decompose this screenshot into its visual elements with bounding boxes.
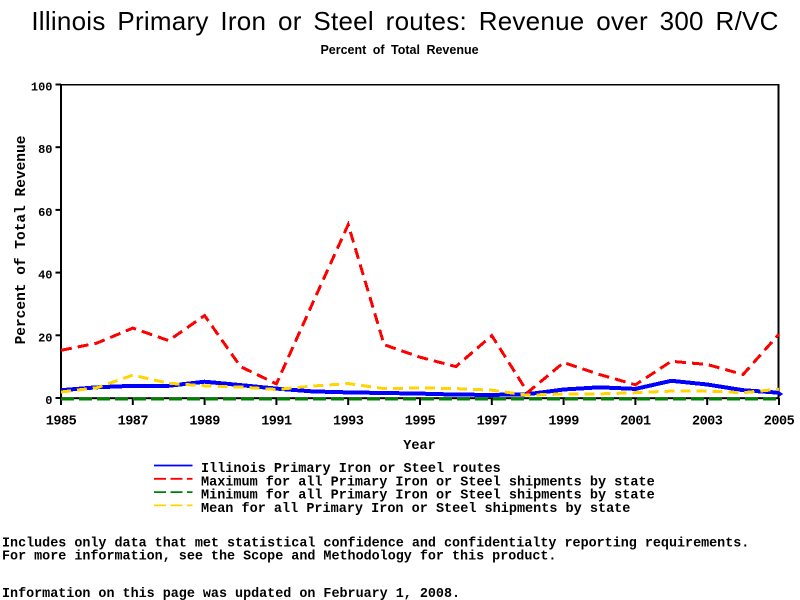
svg-text:Illinois Primary Iron or Steel: Illinois Primary Iron or Steel routes: R… bbox=[31, 6, 778, 36]
svg-text:80: 80 bbox=[38, 143, 52, 157]
svg-text:Illinois Primary Iron or Steel: Illinois Primary Iron or Steel routes bbox=[201, 462, 501, 477]
svg-text:2005: 2005 bbox=[764, 415, 795, 430]
svg-text:Mean for all Primary Iron or S: Mean for all Primary Iron or Steel shipm… bbox=[201, 502, 630, 517]
svg-text:1991: 1991 bbox=[261, 415, 292, 430]
svg-text:60: 60 bbox=[38, 206, 52, 220]
svg-text:Percent of Total Revenue: Percent of Total Revenue bbox=[320, 43, 478, 57]
svg-text:20: 20 bbox=[38, 331, 52, 345]
svg-text:0: 0 bbox=[45, 394, 52, 408]
svg-text:1987: 1987 bbox=[118, 415, 149, 430]
svg-text:Maximum for all Primary Iron o: Maximum for all Primary Iron or Steel sh… bbox=[201, 475, 655, 490]
svg-text:100: 100 bbox=[31, 81, 53, 95]
svg-text:2001: 2001 bbox=[620, 415, 651, 430]
svg-text:For more information, see the: For more information, see the Scope and … bbox=[2, 550, 556, 565]
svg-text:1997: 1997 bbox=[477, 415, 508, 430]
svg-text:1995: 1995 bbox=[405, 415, 436, 430]
svg-text:2003: 2003 bbox=[692, 415, 723, 430]
svg-text:Year: Year bbox=[403, 439, 435, 454]
svg-text:40: 40 bbox=[38, 269, 52, 283]
svg-text:1989: 1989 bbox=[189, 415, 220, 430]
svg-text:1999: 1999 bbox=[548, 415, 579, 430]
svg-text:Percent of Total Revenue: Percent of Total Revenue bbox=[14, 136, 30, 345]
svg-text:Includes only data that met st: Includes only data that met statistical … bbox=[2, 537, 749, 552]
svg-text:1985: 1985 bbox=[46, 415, 77, 430]
svg-text:1993: 1993 bbox=[333, 415, 364, 430]
svg-text:Information on this page was u: Information on this page was updated on … bbox=[2, 587, 460, 600]
svg-text:Minimum for all Primary Iron o: Minimum for all Primary Iron or Steel sh… bbox=[201, 489, 655, 504]
